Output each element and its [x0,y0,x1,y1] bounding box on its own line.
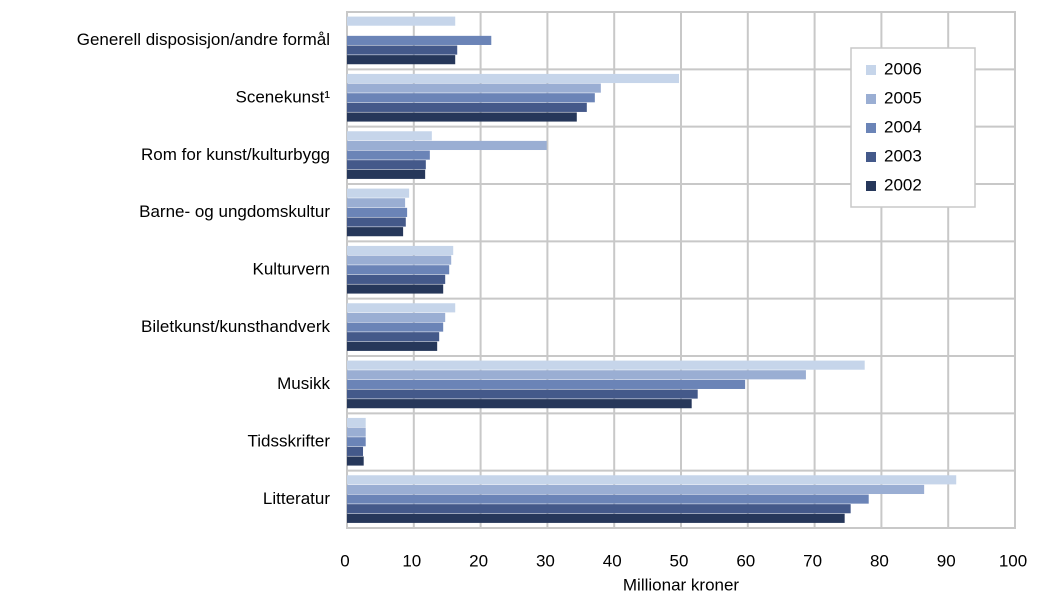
bar [347,198,406,208]
bar [347,112,577,122]
bar [347,140,547,151]
y-tick-label: Rom for kunst/kulturbygg [141,145,330,164]
bar [347,322,444,332]
legend-label: 2002 [884,175,922,194]
y-tick-label: Tidsskrifter [248,431,331,450]
x-tick-label: 50 [670,551,689,570]
y-tick-label: Generell disposisjon/andre formål [77,30,330,49]
bar [347,150,430,160]
y-tick-label: Litteratur [263,489,330,508]
x-tick-label: 10 [402,551,421,570]
legend-label: 2004 [884,117,922,136]
bar [347,446,364,456]
legend: 2006 2005 2004 2003 2002 [850,47,976,208]
x-tick-label: 100 [999,551,1027,570]
x-tick-label: 90 [937,551,956,570]
legend-label: 2005 [884,88,922,107]
bar [347,504,851,514]
bar [347,389,698,399]
y-tick-label: Scenekunst¹ [236,87,331,106]
bar [347,35,492,45]
bar [347,188,410,198]
x-tick-label: 30 [536,551,555,570]
bar [347,475,957,485]
bar [347,83,601,93]
bar [347,341,438,351]
x-axis-title: Millionar kroner [623,575,740,594]
legend-swatch [866,65,876,75]
bar [347,312,446,323]
bar [347,227,404,237]
bar [347,379,746,389]
x-tick-label: 60 [736,551,755,570]
x-tick-label: 80 [870,551,889,570]
y-tick-label: Kulturvern [253,259,330,278]
x-tick-label: 70 [803,551,822,570]
bar [347,494,869,504]
bar [347,265,450,275]
bar [347,427,366,437]
bar [347,217,406,227]
bar [347,160,426,170]
bar [347,255,452,265]
bar [347,131,432,141]
bar [347,303,456,313]
legend-label: 2006 [884,59,922,78]
bar [347,207,408,217]
bar [347,370,806,380]
legend-swatch [866,152,876,162]
bar [347,245,454,256]
bar [347,55,456,65]
y-tick-label: Musikk [277,374,330,393]
bar [347,16,456,26]
y-tick-label: Barne- og ungdomskultur [139,202,330,221]
bar [347,274,446,284]
bar [347,284,444,294]
x-tick-label: 0 [340,551,349,570]
legend-swatch [866,181,876,191]
bar [347,360,865,370]
bar [347,513,845,523]
legend-label: 2003 [884,146,922,165]
bar [347,332,440,342]
bar [347,73,679,84]
bar [347,437,366,447]
bar [347,102,587,112]
bar [347,417,366,428]
legend-swatch [866,123,876,133]
y-tick-label: Biletkunst/kunsthandverk [141,317,330,336]
bar [347,93,595,103]
bar [347,45,458,55]
x-tick-label: 20 [469,551,488,570]
bar [347,484,925,495]
bar [347,456,364,466]
bar [347,399,692,409]
x-tick-label: 40 [603,551,622,570]
legend-swatch [866,94,876,104]
bar [347,169,426,179]
